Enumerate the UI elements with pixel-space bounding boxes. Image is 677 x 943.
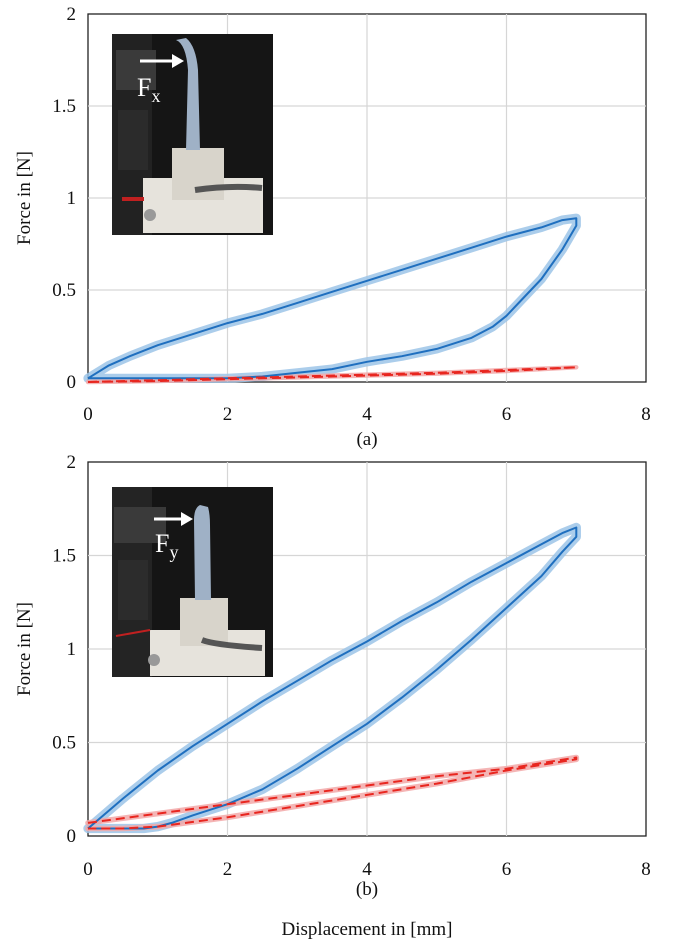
lines-b xyxy=(87,526,578,830)
panel-caption-b: (b) xyxy=(356,879,378,900)
y-tick-label: 0 xyxy=(67,826,77,847)
x-tick-label: 8 xyxy=(641,404,651,425)
x-ticks-a: 0 2 4 6 8 xyxy=(83,404,651,425)
x-ticks-b: 0 2 4 6 8 xyxy=(83,859,651,880)
series-line-blue xyxy=(87,217,578,380)
y-tick-label: 1 xyxy=(67,188,77,209)
x-axis-label: Displacement in [mm] xyxy=(282,919,453,940)
y-tick-label: 1 xyxy=(67,639,77,660)
panel-caption-a: (a) xyxy=(356,429,377,450)
series-line-red xyxy=(87,756,578,830)
y-tick-label: 0.5 xyxy=(52,280,76,301)
x-tick-label: 6 xyxy=(502,859,512,880)
y-tick-label: 0.5 xyxy=(52,733,76,754)
y-tick-label: 1.5 xyxy=(52,96,76,117)
y-tick-label: 2 xyxy=(67,452,77,473)
y-tick-label: 1.5 xyxy=(52,546,76,567)
y-axis-label-a: Force in [N] xyxy=(14,151,35,245)
inset-force-label-a: Fx xyxy=(137,73,160,106)
panel-a: 0 2 4 6 8 0 0.5 1 1.5 2 Force in [N] (a) Fx xyxy=(14,4,651,450)
x-tick-label: 4 xyxy=(362,404,372,425)
series-line-red xyxy=(87,366,578,383)
series-line-blue xyxy=(87,526,578,830)
inset-force-label-b: Fy xyxy=(155,529,178,562)
y-tick-label: 0 xyxy=(67,372,77,393)
x-tick-label: 0 xyxy=(83,404,93,425)
x-tick-label: 8 xyxy=(641,859,651,880)
panel-b: 0 2 4 6 8 0 0.5 1 1.5 2 Force in [N] (b) Fy xyxy=(14,452,651,900)
y-ticks-a: 0 0.5 1 1.5 2 xyxy=(52,4,76,393)
x-tick-label: 2 xyxy=(223,859,233,880)
x-tick-label: 4 xyxy=(362,859,372,880)
lines-a xyxy=(87,217,578,383)
x-tick-label: 2 xyxy=(223,404,233,425)
inset-photo-a: Fx xyxy=(112,34,273,235)
x-tick-label: 6 xyxy=(502,404,512,425)
inset-photo-b: Fy xyxy=(112,487,273,677)
y-ticks-b: 0 0.5 1 1.5 2 xyxy=(52,452,76,847)
y-axis-label-b: Force in [N] xyxy=(14,602,35,696)
x-tick-label: 0 xyxy=(83,859,93,880)
y-tick-label: 2 xyxy=(67,4,77,25)
